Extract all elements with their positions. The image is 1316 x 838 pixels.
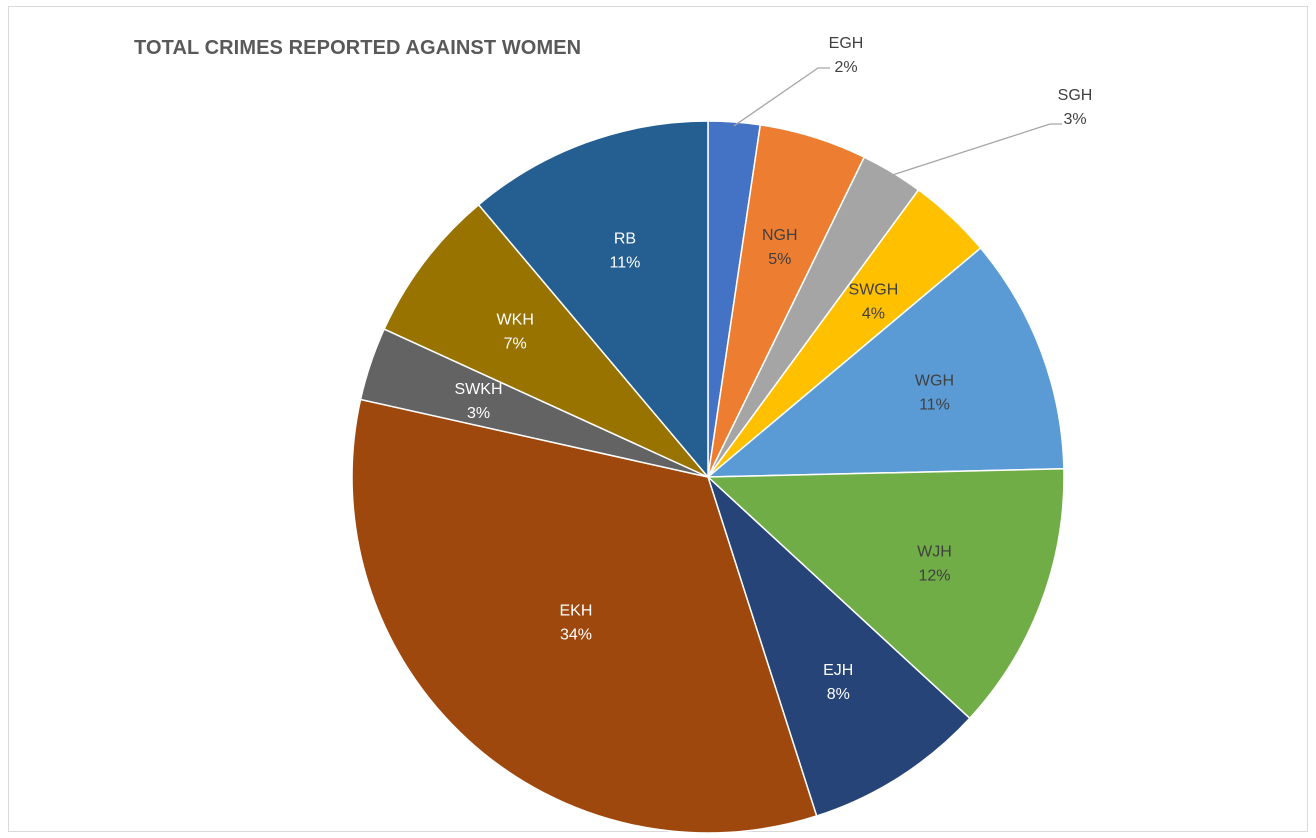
slice-percent-rb: 11%: [610, 255, 641, 272]
slice-label-sgh: SGH: [1058, 87, 1093, 104]
slice-percent-swkh: 3%: [467, 405, 490, 422]
chart-title: TOTAL CRIMES REPORTED AGAINST WOMEN: [134, 37, 582, 59]
slice-percent-wkh: 7%: [504, 336, 527, 353]
slice-percent-ejh: 8%: [827, 686, 850, 703]
slice-label-egh: EGH: [829, 35, 864, 52]
pie-slice-wjh: [706, 468, 1065, 720]
pie-slice-ejh: [706, 474, 971, 817]
slice-label-ejh: EJH: [823, 662, 853, 679]
slice-percent-ngh: 5%: [768, 251, 791, 268]
slice-percent-swgh: 4%: [862, 305, 885, 322]
slice-label-wgh: WGH: [915, 373, 954, 390]
leader-line-egh: [733, 67, 830, 127]
slice-label-rb: RB: [614, 231, 636, 248]
slice-percent-wgh: 11%: [919, 397, 950, 414]
slice-label-wjh: WJH: [917, 543, 952, 560]
leader-line-sgh: [889, 123, 1062, 177]
slice-label-ngh: NGH: [762, 227, 798, 244]
pie-slice-rb: [477, 120, 709, 480]
pie-slice-wkh: [383, 203, 709, 478]
slice-percent-ekh: 34%: [560, 627, 592, 644]
slice-percent-wjh: 12%: [918, 567, 950, 584]
slice-label-swgh: SWGH: [849, 281, 899, 298]
slice-label-wkh: WKH: [497, 312, 534, 329]
pie-slice-wgh: [705, 246, 1065, 478]
slice-percent-egh: 2%: [834, 59, 857, 76]
slice-label-ekh: EKH: [560, 603, 593, 620]
slice-label-swkh: SWKH: [455, 381, 503, 398]
slice-percent-sgh: 3%: [1063, 111, 1086, 128]
pie-slice-ekh: [351, 398, 818, 834]
